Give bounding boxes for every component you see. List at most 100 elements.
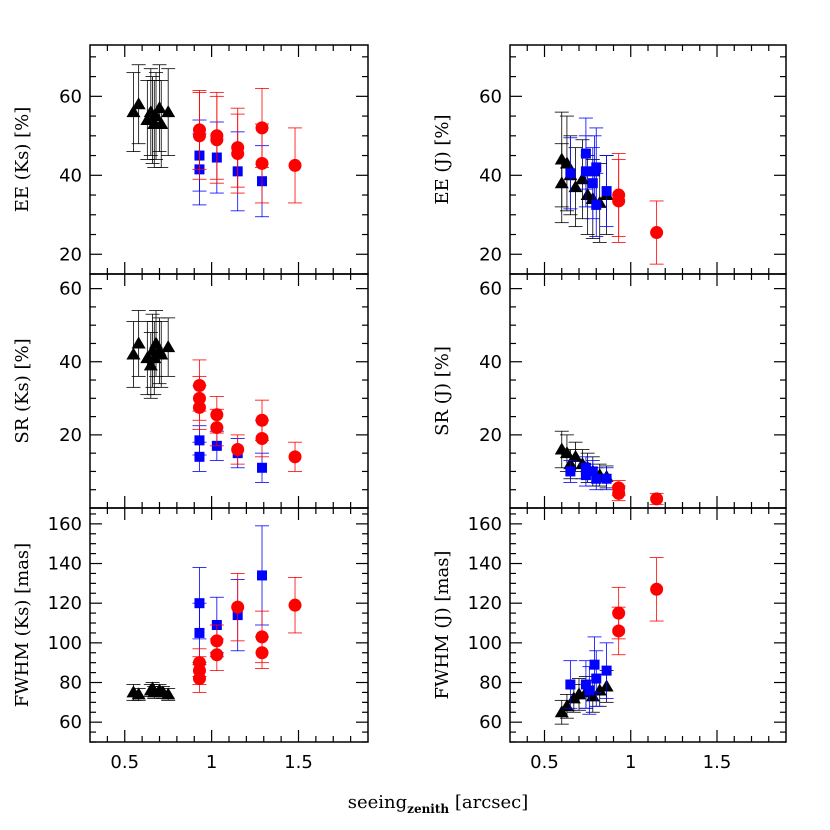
data-point-triangle [152, 101, 167, 114]
y-tick-label: 80 [479, 673, 502, 694]
series-circle [192, 88, 303, 204]
panel-frame [509, 507, 787, 743]
y-tick-label: 120 [468, 593, 502, 614]
data-point-circle [255, 432, 269, 446]
data-point-circle [650, 226, 664, 240]
series-circle [611, 557, 664, 656]
y-tick-label: 100 [468, 633, 502, 654]
y-tick-label: 20 [479, 244, 502, 265]
series-triangle [554, 111, 614, 243]
data-point-triangle [154, 116, 169, 129]
data-point-circle [255, 156, 269, 170]
x-tick-label: 1 [625, 752, 636, 773]
data-point-square [591, 162, 602, 173]
y-tick-label: 140 [468, 554, 502, 575]
series-triangle [126, 681, 176, 701]
x-tick-label: 1 [206, 752, 217, 773]
panel-sr-ks: 20 40 60 SR (Ks) [%] [12, 273, 369, 509]
data-point-square [565, 168, 576, 179]
y-tick-label: 20 [59, 425, 82, 446]
data-point-square [584, 685, 595, 696]
panel-fwhm-ks: 0.5 1 1.5 60 80 100 120 140 160 FWHM (Ks) [mas] [12, 507, 369, 773]
data-point-circle [288, 450, 302, 464]
data-point-circle [288, 598, 302, 612]
y-axis-title: EE (J) [%] [432, 114, 453, 204]
data-point-square [565, 466, 576, 477]
y-tick-label: 40 [59, 352, 82, 373]
data-point-circle [650, 492, 664, 506]
data-point-circle [192, 400, 206, 414]
series-square [192, 525, 270, 664]
data-point-square [194, 451, 205, 462]
data-point-square [194, 627, 205, 638]
y-tick-label: 60 [59, 279, 82, 300]
y-tick-label: 60 [59, 86, 82, 107]
data-point-circle [612, 486, 626, 500]
x-axis-title-unit: [arcsec] [449, 792, 528, 813]
y-tick-label: 60 [479, 86, 502, 107]
y-tick-label: 20 [59, 244, 82, 265]
x-tick-label: 0.5 [530, 752, 559, 773]
data-point-triangle [131, 97, 146, 110]
data-point-circle [231, 443, 245, 456]
data-point-triangle [568, 449, 583, 462]
y-tick-label: 160 [468, 514, 502, 535]
x-axis-title-main: seeing [348, 792, 407, 813]
panel-frame [89, 273, 369, 509]
series-circle [192, 573, 303, 693]
y-axis-title: EE (Ks) [%] [12, 107, 33, 213]
y-tick-label: 140 [48, 554, 82, 575]
y-axis-title: SR (J) [%] [432, 346, 453, 436]
panel-sr-j: 20 40 60 SR (J) [%] [432, 273, 787, 509]
data-point-triangle [131, 336, 146, 349]
data-point-square [589, 659, 600, 670]
y-tick-label: 60 [479, 712, 502, 733]
y-tick-label: 60 [59, 712, 82, 733]
series-triangle [554, 670, 614, 725]
data-point-triangle [161, 340, 176, 353]
y-tick-label: 160 [48, 514, 82, 535]
series-square [563, 636, 614, 715]
data-point-square [580, 679, 591, 690]
y-tick-label: 60 [479, 279, 502, 300]
y-tick-label: 40 [59, 165, 82, 186]
y-tick-label: 120 [48, 593, 82, 614]
x-tick-label: 1.5 [284, 752, 313, 773]
y-tick-label: 100 [48, 633, 82, 654]
y-tick-label: 40 [479, 165, 502, 186]
series-circle [611, 153, 664, 265]
series-triangle [126, 64, 176, 168]
data-point-triangle [554, 176, 569, 189]
y-axis-title: FWHM (J) [mas] [432, 551, 453, 700]
panel-ee-j: 20 40 60 EE (J) [%] [432, 44, 787, 275]
data-point-triangle [131, 687, 146, 700]
panel-frame [89, 507, 369, 743]
x-tick-label: 1.5 [703, 752, 732, 773]
data-point-triangle [126, 105, 141, 118]
data-point-triangle [147, 351, 162, 364]
y-tick-label: 40 [479, 352, 502, 373]
panel-frame [509, 273, 787, 509]
data-point-circle [288, 158, 302, 172]
y-tick-label: 80 [59, 673, 82, 694]
y-axis-title: SR (Ks) [%] [12, 338, 33, 443]
data-point-square [587, 178, 598, 189]
data-point-square [591, 473, 602, 484]
panels: 20 40 60 EE (Ks) [%] 20 40 60 EE (J) [%] 20 40 60 S… [12, 44, 787, 773]
data-point-circle [231, 600, 245, 614]
data-point-triangle [161, 687, 176, 700]
series-square [563, 117, 614, 237]
data-point-square [257, 570, 268, 581]
data-point-square [601, 665, 612, 676]
series-circle [611, 480, 664, 506]
data-point-square [257, 462, 268, 473]
data-point-square [565, 679, 576, 690]
data-point-square [587, 466, 598, 477]
data-point-circle [210, 421, 224, 435]
panel-ee-ks: 20 40 60 EE (Ks) [%] [12, 44, 369, 275]
data-point-circle [192, 672, 206, 686]
data-point-circle [210, 648, 224, 662]
panel-frame [509, 44, 787, 275]
series-square [563, 456, 614, 491]
